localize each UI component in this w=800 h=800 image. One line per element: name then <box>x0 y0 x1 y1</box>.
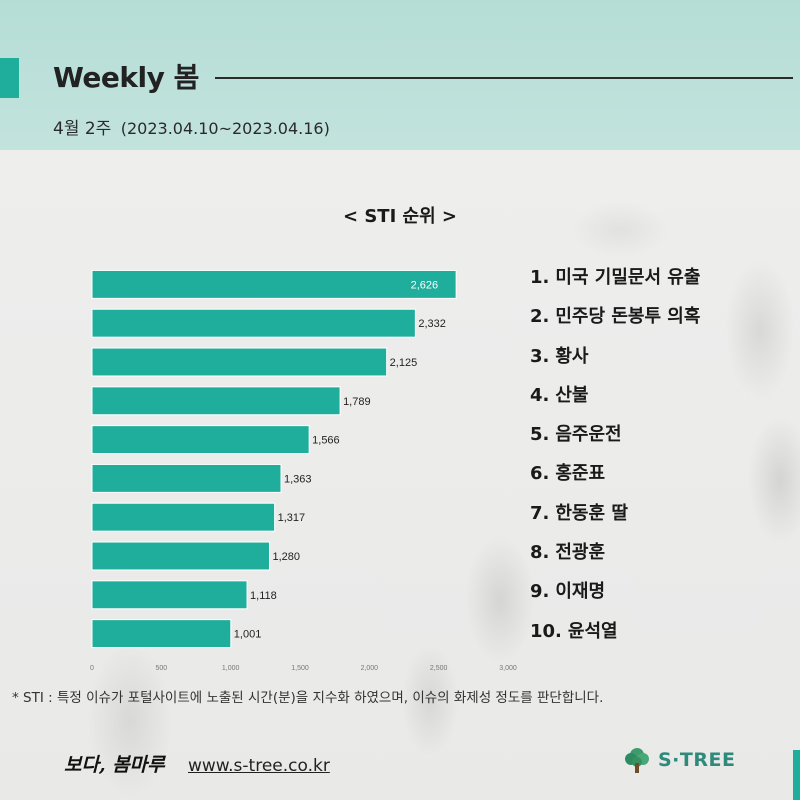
data-label: 2,125 <box>390 357 418 369</box>
week-label: 4월 2주 <box>53 119 112 139</box>
data-label: 1,363 <box>284 473 312 485</box>
data-label: 1,118 <box>250 590 277 602</box>
bar <box>91 386 341 416</box>
ranking-item: 2. 민주당 돈봉투 의혹 <box>530 306 701 328</box>
bar <box>91 502 276 532</box>
bar <box>91 347 388 377</box>
data-label: 1,789 <box>343 396 371 408</box>
ranking-item: 9. 이재명 <box>530 581 606 603</box>
bar <box>91 425 310 455</box>
x-tick-label: 3,000 <box>499 665 517 672</box>
data-label: 1,001 <box>234 629 262 641</box>
bar <box>91 269 457 299</box>
title-underline <box>215 77 793 79</box>
x-tick-label: 500 <box>155 665 167 672</box>
sti-bar-chart: 2,626 2,332 2,125 1,789 1,566 1,363 1,317 1,280… <box>90 269 517 672</box>
ranking-item: 7. 한동훈 딸 <box>530 502 628 524</box>
x-tick-label: 2,000 <box>361 665 379 672</box>
ranking-item: 8. 전광훈 <box>530 542 606 564</box>
ranking-item: 6. 홍준표 <box>530 463 606 485</box>
ranking-item: 4. 산불 <box>530 384 589 406</box>
x-tick-label: 1,000 <box>222 665 240 672</box>
bar <box>91 619 232 649</box>
tree-icon <box>625 748 649 773</box>
stree-logo: S·TREE <box>622 745 735 775</box>
bar <box>91 580 248 610</box>
page-title: Weekly 봄 <box>53 61 199 94</box>
data-label: 1,280 <box>272 551 300 563</box>
x-tick-label: 1,500 <box>291 665 309 672</box>
x-tick-label: 2,500 <box>430 665 448 672</box>
week-subtitle: 4월 2주 (2023.04.10~2023.04.16) <box>53 114 330 139</box>
ranking-item: 1. 미국 기밀문서 유출 <box>530 267 701 288</box>
data-label: 2,626 <box>411 279 439 291</box>
corner-accent-bar <box>793 750 800 800</box>
data-label: 2,332 <box>418 318 446 330</box>
header-accent-bar <box>0 58 19 98</box>
logo-text: S·TREE <box>658 749 736 771</box>
x-tick-label: 0 <box>90 665 94 672</box>
ranking-list: 1. 미국 기밀문서 유출 2. 민주당 돈봉투 의혹 3. 황사 4. 산불 5. 음주… <box>530 263 700 656</box>
header: Weekly 봄 4월 2주 (2023.04.10~2023.04.16) <box>0 0 800 150</box>
bar <box>91 463 282 493</box>
footnote: * STI : 특정 이슈가 포털사이트에 노출된 시간(분)을 지수화 하였으… <box>12 690 604 706</box>
ranking-item: 3. 황사 <box>530 345 589 367</box>
data-label: 1,566 <box>312 435 340 447</box>
date-range: (2023.04.10~2023.04.16) <box>120 119 330 138</box>
data-label: 1,317 <box>278 512 306 524</box>
brand-slogan: 보다, 봄마루 <box>64 754 165 776</box>
bar <box>91 541 270 571</box>
bar <box>91 308 416 338</box>
chart-title: < STI 순위 > <box>342 206 458 227</box>
ranking-item: 5. 음주운전 <box>530 424 622 446</box>
ranking-item: 10. 윤석열 <box>530 620 618 642</box>
website-link[interactable]: www.s-tree.co.kr <box>188 756 330 776</box>
